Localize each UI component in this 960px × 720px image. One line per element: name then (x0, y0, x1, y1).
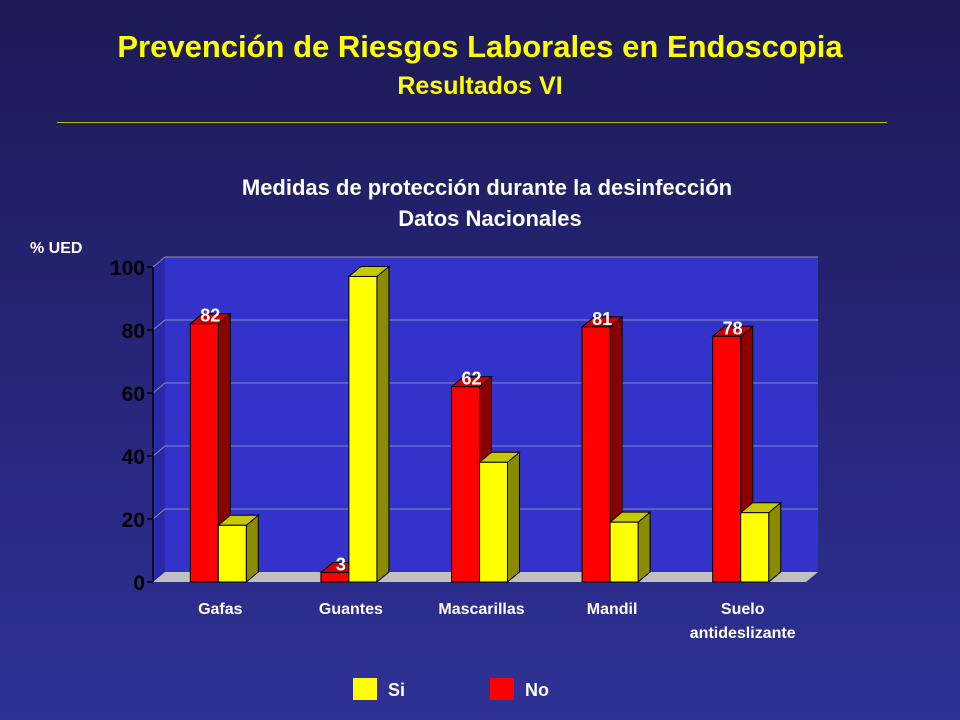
legend-swatch-si (353, 678, 377, 700)
bar-si-side (245, 514, 259, 584)
bar-si (348, 275, 378, 583)
data-label-no: 62 (461, 369, 481, 389)
bar-si (609, 521, 639, 583)
data-label-no: 81 (592, 309, 612, 329)
title-divider (57, 122, 887, 123)
x-category-label: Suelo (721, 601, 765, 618)
legend-swatch-no (490, 678, 514, 700)
y-tick-label: 100 (110, 257, 145, 280)
x-category-label: Guantes (319, 601, 383, 618)
bar-si (217, 524, 247, 583)
slide-subtitle: Resultados VI (397, 72, 563, 100)
data-label-no: 3 (336, 555, 346, 575)
chart-subtitle: Datos Nacionales (398, 206, 581, 231)
data-label-no: 82 (200, 306, 220, 326)
x-category-label: antideslizante (690, 625, 796, 642)
chart-title: Medidas de protección durante la desinfe… (242, 175, 732, 200)
y-tick-label: 60 (122, 383, 145, 406)
y-axis-label: % UED (30, 240, 82, 257)
bar-si-side (768, 501, 782, 584)
legend-label-no: No (525, 680, 549, 700)
x-category-label: Mandil (587, 601, 638, 618)
x-category-label: Gafas (198, 601, 243, 618)
y-tick-label: 40 (122, 446, 145, 469)
data-label-no: 78 (723, 318, 743, 338)
x-category-label: Mascarillas (438, 601, 524, 618)
bar-no (712, 335, 742, 583)
bar-no (581, 326, 611, 583)
bar-no (189, 323, 219, 583)
gridline (152, 256, 818, 268)
y-tick-label: 0 (133, 572, 145, 595)
bar-si-side (376, 265, 390, 584)
bar-si-side (507, 451, 520, 584)
bar-si-side (637, 511, 651, 584)
legend-label-si: Si (388, 680, 405, 700)
bar-no (451, 386, 480, 583)
y-tick-label: 80 (122, 320, 145, 343)
slide-title: Prevención de Riesgos Laborales en Endos… (117, 29, 843, 64)
plot-side-wall (153, 257, 165, 582)
y-tick-label: 20 (122, 509, 145, 532)
bar-si (479, 461, 508, 583)
bar-si (740, 512, 770, 583)
